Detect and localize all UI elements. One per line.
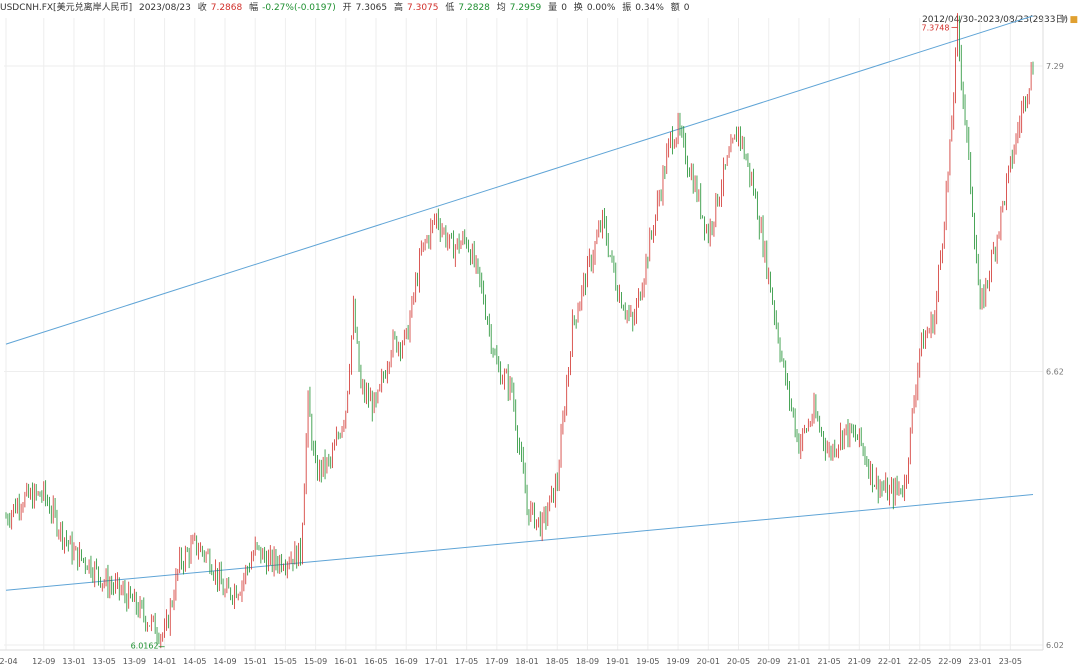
x-tick-label: 14-01 [153, 657, 176, 666]
x-tick-label: 19-01 [606, 657, 629, 666]
low-label: 低 [445, 3, 455, 13]
y-tick-label: 6.62 [1046, 367, 1064, 376]
x-tick-label: 20-09 [757, 657, 780, 666]
x-tick-label: 14-09 [213, 657, 236, 666]
x-tick-label: 17-01 [425, 657, 448, 666]
x-tick-label: 18-01 [515, 657, 538, 666]
amplitude-label: 振 [622, 3, 632, 13]
trendline-2 [5, 494, 1034, 591]
change-label: 幅 [249, 3, 259, 13]
x-tick-label: 21-09 [848, 657, 871, 666]
x-tick-label: 15-01 [244, 657, 267, 666]
x-tick-label: 23-05 [999, 657, 1022, 666]
y-tick-label: 6.02 [1046, 641, 1064, 650]
x-tick-label: 22-09 [938, 657, 961, 666]
turnover-value: 0.00% [586, 3, 616, 13]
candles [5, 13, 1034, 649]
y-tick-label: 7.29 [1046, 62, 1064, 71]
avg-label: 均 [496, 3, 506, 13]
x-tick-label: 14-05 [183, 657, 206, 666]
x-tick-label: 13-09 [123, 657, 146, 666]
x-tick-label: 16-05 [364, 657, 387, 666]
x-tick-label: 22-05 [908, 657, 931, 666]
quote-header: USDCNH.FX[美元兑离岸人民币] 2023/08/23 收 7.2868 幅… [0, 0, 1080, 17]
trendline-1 [5, 15, 1034, 345]
x-tick-label: 22-01 [878, 657, 901, 666]
change-value: -0.27%(-0.0197) [262, 3, 336, 13]
x-tick-label: 17-09 [485, 657, 508, 666]
low-annotation: 6.0162 [131, 642, 159, 651]
symbol-name[interactable]: USDCNH.FX[美元兑离岸人民币] [0, 3, 133, 13]
avg-value: 7.2959 [509, 3, 542, 13]
high-label: 高 [394, 3, 404, 13]
low-value: 7.2828 [458, 3, 490, 13]
volume-label: 量 [548, 3, 558, 13]
x-tick-label: 18-05 [546, 657, 569, 666]
open-label: 开 [342, 3, 352, 13]
high-value: 7.3075 [407, 3, 439, 13]
x-tick-label: 21-01 [787, 657, 810, 666]
amount-value: 0 [683, 3, 690, 13]
annotations: 7.3748 6.0162 [131, 23, 958, 651]
quote-date: 2023/08/23 [138, 3, 191, 13]
x-tick-label: 13-01 [62, 657, 85, 666]
x-tick-label: 17-05 [455, 657, 478, 666]
dropdown-triangle-icon[interactable]: ▼ [1059, 15, 1067, 25]
x-tick-label: 21-05 [817, 657, 840, 666]
x-tick-label: 19-05 [636, 657, 659, 666]
axes: 6.02 6.62 7.29 12-04 12-09 13-01 13-05 13-09 14-… [0, 62, 1064, 666]
open-value: 7.3065 [355, 3, 388, 13]
x-tick-label: 15-05 [274, 657, 297, 666]
date-range-label[interactable]: 2012/04/30-2023/08/23(2933日) [922, 15, 1068, 25]
x-tick-label: 12-09 [32, 657, 55, 666]
turnover-label: 换 [573, 3, 583, 13]
x-tick-label: 19-09 [666, 657, 689, 666]
range-icons: ▼ ■ [1060, 14, 1078, 26]
x-tick-label: 15-09 [304, 657, 327, 666]
volume-value: 0 [561, 3, 567, 13]
trendlines [5, 15, 1034, 591]
high-annotation: 7.3748 [921, 23, 949, 32]
x-tick-label: 20-05 [727, 657, 750, 666]
x-tick-label: 23-01 [969, 657, 992, 666]
amplitude-value: 0.34% [635, 3, 664, 13]
x-tick-label: 16-01 [334, 657, 357, 666]
grid [0, 18, 1044, 651]
amount-label: 额 [670, 3, 680, 13]
close-label: 收 [197, 3, 207, 13]
x-tick-label: 18-09 [576, 657, 599, 666]
x-tick-label: 13-05 [93, 657, 116, 666]
close-value: 7.2868 [210, 3, 243, 13]
x-tick-label: 16-09 [395, 657, 418, 666]
x-tick-label: 20-01 [697, 657, 720, 666]
x-tick-label: 12-04 [0, 657, 18, 666]
lock-icon[interactable]: ■ [1069, 15, 1078, 25]
